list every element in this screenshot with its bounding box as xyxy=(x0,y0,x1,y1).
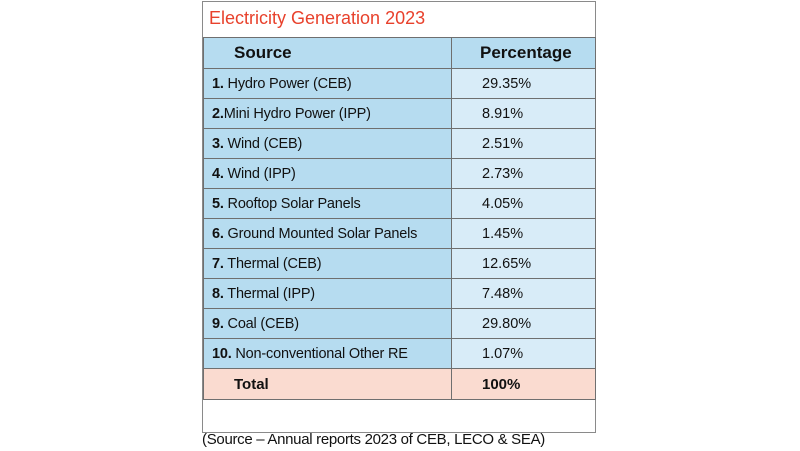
column-header-source: Source xyxy=(203,37,452,69)
source-cell: 2.Mini Hydro Power (IPP) xyxy=(203,98,452,129)
source-cell: 5. Rooftop Solar Panels xyxy=(203,188,452,219)
source-label: Wind (IPP) xyxy=(227,165,296,182)
table-row: 7. Thermal (CEB) 12.65% xyxy=(203,248,596,279)
total-value: 100% xyxy=(451,368,596,400)
percentage-cell: 12.65% xyxy=(451,248,596,279)
table-row: 10. Non-conventional Other RE 1.07% xyxy=(203,338,596,369)
source-label: Thermal (IPP) xyxy=(227,285,315,302)
percentage-cell: 7.48% xyxy=(451,278,596,309)
percentage-cell: 8.91% xyxy=(451,98,596,129)
source-label: Coal (CEB) xyxy=(227,315,300,332)
source-note: (Source – Annual reports 2023 of CEB, LE… xyxy=(202,431,545,448)
source-cell: 1. Hydro Power (CEB) xyxy=(203,68,452,99)
header-row: Source Percentage xyxy=(203,37,596,69)
percentage-cell: 29.35% xyxy=(451,68,596,99)
source-label: Non-conventional Other RE xyxy=(235,345,408,362)
row-number: 10. xyxy=(212,345,232,362)
percentage-cell: 2.51% xyxy=(451,128,596,159)
row-number: 2. xyxy=(212,105,224,122)
source-cell: 6. Ground Mounted Solar Panels xyxy=(203,218,452,249)
source-cell: 9. Coal (CEB) xyxy=(203,308,452,339)
row-number: 3. xyxy=(212,135,224,152)
source-label: Hydro Power (CEB) xyxy=(227,75,352,92)
table-title: Electricity Generation 2023 xyxy=(209,8,426,28)
table-row: 1. Hydro Power (CEB) 29.35% xyxy=(203,68,596,99)
table-row: 2.Mini Hydro Power (IPP) 8.91% xyxy=(203,98,596,129)
percentage-cell: 4.05% xyxy=(451,188,596,219)
source-label: Mini Hydro Power (IPP) xyxy=(223,105,371,122)
row-number: 6. xyxy=(212,225,224,242)
source-label: Ground Mounted Solar Panels xyxy=(227,225,418,242)
generation-table: Source Percentage 1. Hydro Power (CEB) 2… xyxy=(203,37,596,400)
percentage-cell: 1.45% xyxy=(451,218,596,249)
source-label: Thermal (CEB) xyxy=(227,255,322,272)
percentage-cell: 29.80% xyxy=(451,308,596,339)
row-number: 1. xyxy=(212,75,224,92)
source-label: Wind (CEB) xyxy=(227,135,303,152)
source-cell: 8. Thermal (IPP) xyxy=(203,278,452,309)
total-row: Total 100% xyxy=(203,368,596,400)
table-row: 8. Thermal (IPP) 7.48% xyxy=(203,278,596,309)
table-row: 3. Wind (CEB) 2.51% xyxy=(203,128,596,159)
row-number: 4. xyxy=(212,165,224,182)
total-label: Total xyxy=(203,368,452,400)
percentage-cell: 1.07% xyxy=(451,338,596,369)
row-number: 9. xyxy=(212,315,224,332)
table-row: 4. Wind (IPP) 2.73% xyxy=(203,158,596,189)
table-frame: Electricity Generation 2023 Source Perce… xyxy=(202,1,596,433)
row-number: 8. xyxy=(212,285,224,302)
table-row: 6. Ground Mounted Solar Panels 1.45% xyxy=(203,218,596,249)
source-cell: 3. Wind (CEB) xyxy=(203,128,452,159)
row-number: 7. xyxy=(212,255,224,272)
percentage-cell: 2.73% xyxy=(451,158,596,189)
table-row: 5. Rooftop Solar Panels 4.05% xyxy=(203,188,596,219)
row-number: 5. xyxy=(212,195,224,212)
source-cell: 10. Non-conventional Other RE xyxy=(203,338,452,369)
table-row: 9. Coal (CEB) 29.80% xyxy=(203,308,596,339)
source-cell: 4. Wind (IPP) xyxy=(203,158,452,189)
source-label: Rooftop Solar Panels xyxy=(227,195,361,212)
source-cell: 7. Thermal (CEB) xyxy=(203,248,452,279)
column-header-percentage: Percentage xyxy=(451,37,596,69)
